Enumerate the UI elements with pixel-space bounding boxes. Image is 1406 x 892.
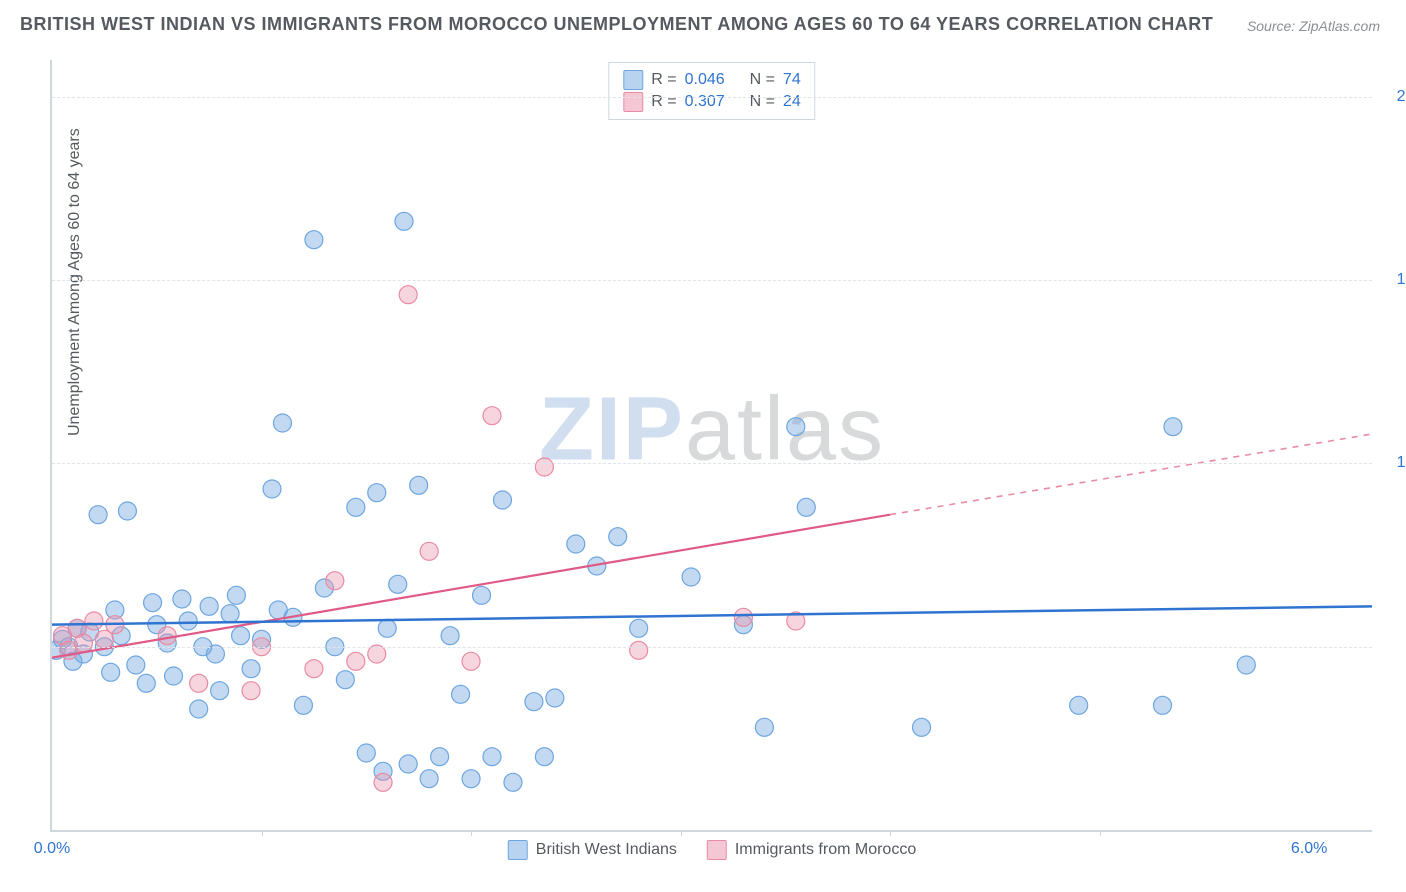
series-name-0: British West Indians	[536, 841, 677, 859]
x-tick-mark	[471, 830, 472, 836]
plot-area: Unemployment Among Ages 60 to 64 years Z…	[50, 60, 1372, 832]
y-tick-label: 20.0%	[1382, 88, 1406, 106]
source-name: ZipAtlas.com	[1299, 18, 1380, 34]
x-tick-mark	[681, 830, 682, 836]
swatch-series-0	[623, 70, 643, 90]
r-value-0: 0.046	[685, 69, 725, 91]
chart-title: BRITISH WEST INDIAN VS IMMIGRANTS FROM M…	[20, 14, 1213, 35]
n-value-0: 74	[783, 69, 801, 91]
r-label: R =	[651, 69, 676, 91]
chart-svg	[52, 60, 1372, 830]
source-label: Source:	[1247, 18, 1295, 34]
x-tick-right: 6.0%	[1291, 840, 1327, 858]
legend-row-2: R = 0.307 N = 24	[623, 91, 800, 113]
r-value-1: 0.307	[685, 91, 725, 113]
n-label: N =	[750, 69, 775, 91]
y-tick-label: 5.0%	[1382, 638, 1406, 656]
swatch-series-1	[623, 92, 643, 112]
x-tick-mark	[890, 830, 891, 836]
grid-line	[52, 97, 1372, 98]
x-tick-left: 0.0%	[34, 840, 70, 858]
legend-item-1: Immigrants from Morocco	[707, 840, 916, 860]
legend-item-0: British West Indians	[508, 840, 677, 860]
r-label: R =	[651, 91, 676, 113]
series-name-1: Immigrants from Morocco	[735, 841, 916, 859]
source-credit: Source: ZipAtlas.com	[1247, 18, 1380, 34]
swatch-bottom-1	[707, 840, 727, 860]
correlation-legend: R = 0.046 N = 74 R = 0.307 N = 24	[608, 62, 815, 120]
grid-line	[52, 463, 1372, 464]
legend-row-1: R = 0.046 N = 74	[623, 69, 800, 91]
x-tick-mark	[1100, 830, 1101, 836]
x-tick-mark	[262, 830, 263, 836]
grid-line	[52, 647, 1372, 648]
y-tick-label: 15.0%	[1382, 271, 1406, 289]
n-value-1: 24	[783, 91, 801, 113]
y-tick-label: 10.0%	[1382, 454, 1406, 472]
grid-line	[52, 280, 1372, 281]
n-label: N =	[750, 91, 775, 113]
series-legend: British West Indians Immigrants from Mor…	[508, 840, 916, 860]
swatch-bottom-0	[508, 840, 528, 860]
